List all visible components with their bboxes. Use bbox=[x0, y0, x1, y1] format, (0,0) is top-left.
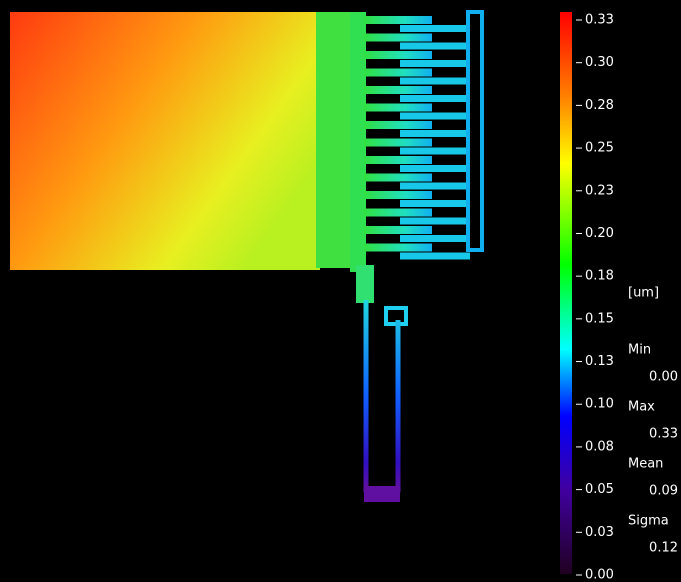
anchor bbox=[356, 265, 374, 303]
comb-spine bbox=[350, 12, 366, 272]
comb-fingers bbox=[364, 16, 470, 260]
frame bbox=[466, 10, 484, 252]
surface bbox=[10, 12, 320, 270]
tick-label: 0.20 bbox=[585, 226, 614, 241]
tick-label: 0.05 bbox=[585, 482, 614, 497]
finger-right bbox=[400, 60, 470, 67]
tick-label: 0.00 bbox=[585, 568, 614, 582]
unit: [um] bbox=[628, 286, 659, 301]
tick-label: 0.08 bbox=[585, 439, 614, 454]
finger-right bbox=[400, 95, 470, 102]
finger-right bbox=[400, 77, 470, 85]
finger-left bbox=[364, 33, 432, 42]
finger-left bbox=[364, 208, 432, 217]
finger-right bbox=[400, 25, 470, 32]
finger-right bbox=[400, 165, 470, 172]
finger-right bbox=[400, 112, 470, 120]
finger-left bbox=[364, 156, 432, 164]
colorbar-ticks: 0.33 0.30 0.28 0.25 0.23 0.20 0.18 0.15 0.13 0.10… bbox=[576, 13, 614, 582]
tick-label: 0.28 bbox=[585, 98, 614, 113]
stats: Min 0.00 Max 0.33 Mean 0.09 Sigma 0.12 bbox=[628, 343, 678, 556]
tick-label: 0.13 bbox=[585, 354, 614, 369]
finger-left bbox=[364, 191, 432, 199]
tick-label: 0.33 bbox=[585, 13, 614, 28]
finger-right bbox=[400, 182, 470, 190]
finger-left bbox=[364, 51, 432, 59]
tick-label: 0.15 bbox=[585, 311, 614, 326]
tick-label: 0.30 bbox=[585, 55, 614, 70]
finger-left bbox=[364, 121, 432, 129]
finger-left bbox=[364, 16, 432, 24]
finger-left bbox=[364, 86, 432, 94]
tether-end bbox=[364, 486, 400, 502]
stat-label: Mean bbox=[628, 457, 663, 472]
tick-label: 0.23 bbox=[585, 183, 614, 198]
finger-left bbox=[364, 173, 432, 182]
stat-value: 0.12 bbox=[649, 541, 678, 556]
finger-right bbox=[400, 42, 470, 50]
finger-right bbox=[400, 200, 470, 207]
stat-value: 0.00 bbox=[649, 370, 678, 385]
tick-label: 0.10 bbox=[585, 397, 614, 412]
finger-right bbox=[400, 217, 470, 225]
colorbar bbox=[560, 12, 572, 574]
tick-label: 0.03 bbox=[585, 525, 614, 540]
stat-label: Min bbox=[628, 343, 651, 358]
finger-right bbox=[400, 130, 470, 137]
finger-left bbox=[364, 103, 432, 112]
stat-label: Max bbox=[628, 400, 655, 415]
finger-right bbox=[400, 147, 470, 155]
strip bbox=[316, 12, 356, 268]
finger-left bbox=[364, 68, 432, 77]
finger-right bbox=[400, 235, 470, 242]
finger-left bbox=[364, 243, 432, 252]
tick-label: 0.25 bbox=[585, 141, 614, 156]
stat-label: Sigma bbox=[628, 514, 669, 529]
finger-left bbox=[364, 138, 432, 147]
stat-value: 0.33 bbox=[649, 427, 678, 442]
finger-left bbox=[364, 226, 432, 234]
stat-value: 0.09 bbox=[649, 484, 678, 499]
tick-label: 0.18 bbox=[585, 269, 614, 284]
finger-right bbox=[400, 252, 470, 260]
